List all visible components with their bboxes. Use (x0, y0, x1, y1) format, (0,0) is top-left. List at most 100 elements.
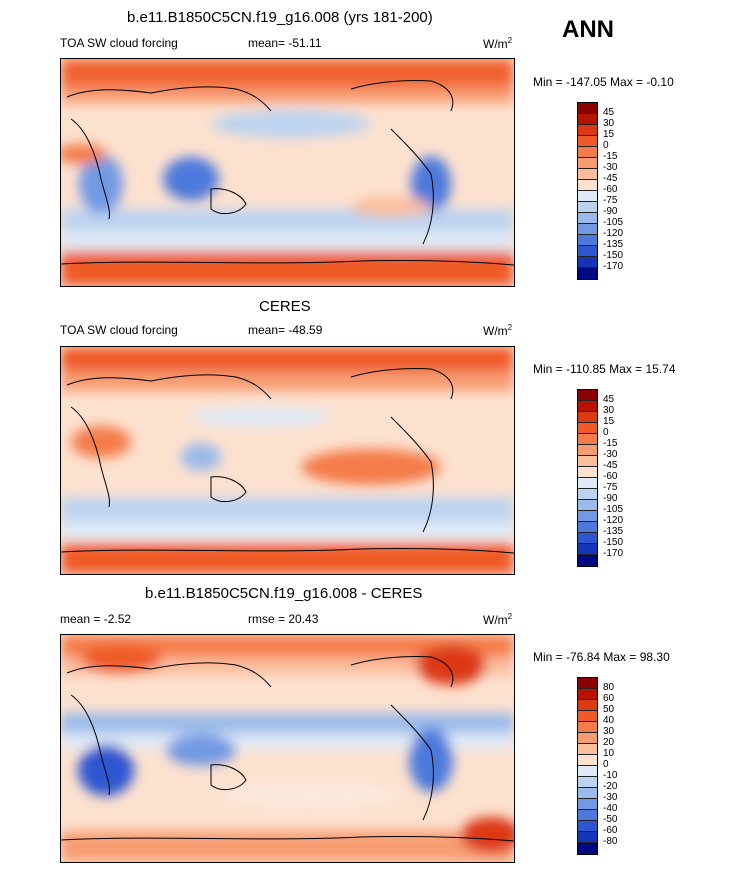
colorbar-cell (578, 103, 597, 114)
colorbar-cell (578, 202, 597, 213)
panel-3-rmse-label: rmse = 20.43 (248, 612, 319, 626)
colorbar-cell (578, 257, 597, 268)
colorbar-tick-label: 30 (603, 118, 615, 129)
colorbar-tick-label: 20 (603, 737, 615, 748)
colorbar-tick-label: -75 (603, 482, 618, 493)
panel-2-minmax: Min = -110.85 Max = 15.74 (533, 362, 676, 376)
colorbar-cell (578, 158, 597, 169)
panel-2-title: CERES (259, 298, 311, 315)
colorbar-tick-label: -105 (603, 504, 624, 515)
panel-2-mean-label: mean= -48.59 (248, 323, 323, 337)
colorbar-tick-label: -135 (603, 526, 624, 537)
panel-3-mean-label: mean = -2.52 (60, 612, 132, 626)
colorbar-cell (578, 478, 597, 489)
colorbar-cell (578, 125, 597, 136)
panel-3-minmax: Min = -76.84 Max = 98.30 (533, 650, 670, 664)
panel-2-variable-label: TOA SW cloud forcing (60, 323, 178, 337)
colorbar-tick-label: 60 (603, 693, 615, 704)
colorbar-cell (578, 843, 597, 854)
colorbar-tick-label: -60 (603, 825, 618, 836)
panel-3-units: W/m2 (483, 612, 513, 627)
colorbar-cell (578, 169, 597, 180)
colorbar-cell (578, 445, 597, 456)
colorbar-tick-label: -120 (603, 515, 624, 526)
colorbar-cell (578, 766, 597, 777)
colorbar-tick-label: 0 (603, 140, 609, 151)
colorbar-tick-label: 45 (603, 394, 615, 405)
colorbar-tick-label: 0 (603, 427, 609, 438)
panel-2-map (60, 346, 515, 575)
colorbar-cell (578, 810, 597, 821)
colorbar-cell (578, 678, 597, 689)
colorbar-tick-label: -15 (603, 151, 618, 162)
colorbar-tick-label: 80 (603, 682, 615, 693)
season-label: ANN (562, 16, 614, 43)
colorbar-cell (578, 500, 597, 511)
colorbar-cell (578, 180, 597, 191)
panel-3-title: b.e11.B1850C5CN.f19_g16.008 - CERES (145, 585, 423, 602)
colorbar-cell (578, 700, 597, 711)
colorbar-tick-label: 30 (603, 726, 615, 737)
colorbar-tick-label: -60 (603, 184, 618, 195)
colorbar-tick-label: -30 (603, 449, 618, 460)
colorbar-tick-label: 50 (603, 704, 615, 715)
colorbar-tick-label: -60 (603, 471, 618, 482)
colorbar-tick-label: 40 (603, 715, 615, 726)
colorbar-cell (578, 522, 597, 533)
colorbar-tick-label: -120 (603, 228, 624, 239)
colorbar-tick-label: -135 (603, 239, 624, 250)
colorbar-cell (578, 722, 597, 733)
colorbar-tick-label: -90 (603, 493, 618, 504)
colorbar-tick-label: -15 (603, 438, 618, 449)
panel-1-variable-label: TOA SW cloud forcing (60, 36, 178, 50)
panel-1-title: b.e11.B1850C5CN.f19_g16.008 (yrs 181-200… (127, 9, 433, 26)
colorbar-tick-label: -20 (603, 781, 618, 792)
colorbar-cell (578, 788, 597, 799)
colorbar-cell (578, 434, 597, 445)
colorbar-cell (578, 511, 597, 522)
panel-1-mean-label: mean= -51.11 (248, 36, 322, 50)
colorbar-cell (578, 224, 597, 235)
colorbar-tick-label: -170 (603, 261, 624, 272)
colorbar-tick-label: -80 (603, 836, 618, 847)
panel-3-colorbar (577, 677, 598, 855)
colorbar-tick-label: 15 (603, 416, 615, 427)
colorbar-cell (578, 544, 597, 555)
colorbar-tick-label: -30 (603, 792, 618, 803)
colorbar-cell (578, 744, 597, 755)
colorbar-cell (578, 456, 597, 467)
colorbar-tick-label: -40 (603, 803, 618, 814)
colorbar-tick-label: 15 (603, 129, 615, 140)
colorbar-tick-label: -105 (603, 217, 624, 228)
colorbar-cell (578, 467, 597, 478)
colorbar-tick-label: 10 (603, 748, 615, 759)
panel-1-units: W/m2 (483, 36, 513, 51)
colorbar-tick-label: 45 (603, 107, 615, 118)
colorbar-tick-label: -30 (603, 162, 618, 173)
colorbar-cell (578, 191, 597, 202)
colorbar-tick-label: 30 (603, 405, 615, 416)
colorbar-cell (578, 533, 597, 544)
colorbar-cell (578, 711, 597, 722)
colorbar-cell (578, 213, 597, 224)
colorbar-tick-label: 0 (603, 759, 609, 770)
colorbar-tick-label: -90 (603, 206, 618, 217)
colorbar-tick-label: -170 (603, 548, 624, 559)
colorbar-cell (578, 423, 597, 434)
panel-2-colorbar (577, 389, 598, 567)
colorbar-tick-label: -150 (603, 537, 624, 548)
colorbar-cell (578, 755, 597, 766)
colorbar-cell (578, 821, 597, 832)
panel-1-minmax: Min = -147.05 Max = -0.10 (533, 75, 674, 89)
colorbar-cell (578, 235, 597, 246)
colorbar-tick-label: -45 (603, 173, 618, 184)
colorbar-cell (578, 401, 597, 412)
colorbar-tick-label: -45 (603, 460, 618, 471)
panel-1-map (60, 58, 515, 287)
colorbar-tick-label: -10 (603, 770, 618, 781)
colorbar-cell (578, 412, 597, 423)
colorbar-cell (578, 268, 597, 279)
colorbar-tick-label: -50 (603, 814, 618, 825)
colorbar-cell (578, 777, 597, 788)
colorbar-cell (578, 136, 597, 147)
